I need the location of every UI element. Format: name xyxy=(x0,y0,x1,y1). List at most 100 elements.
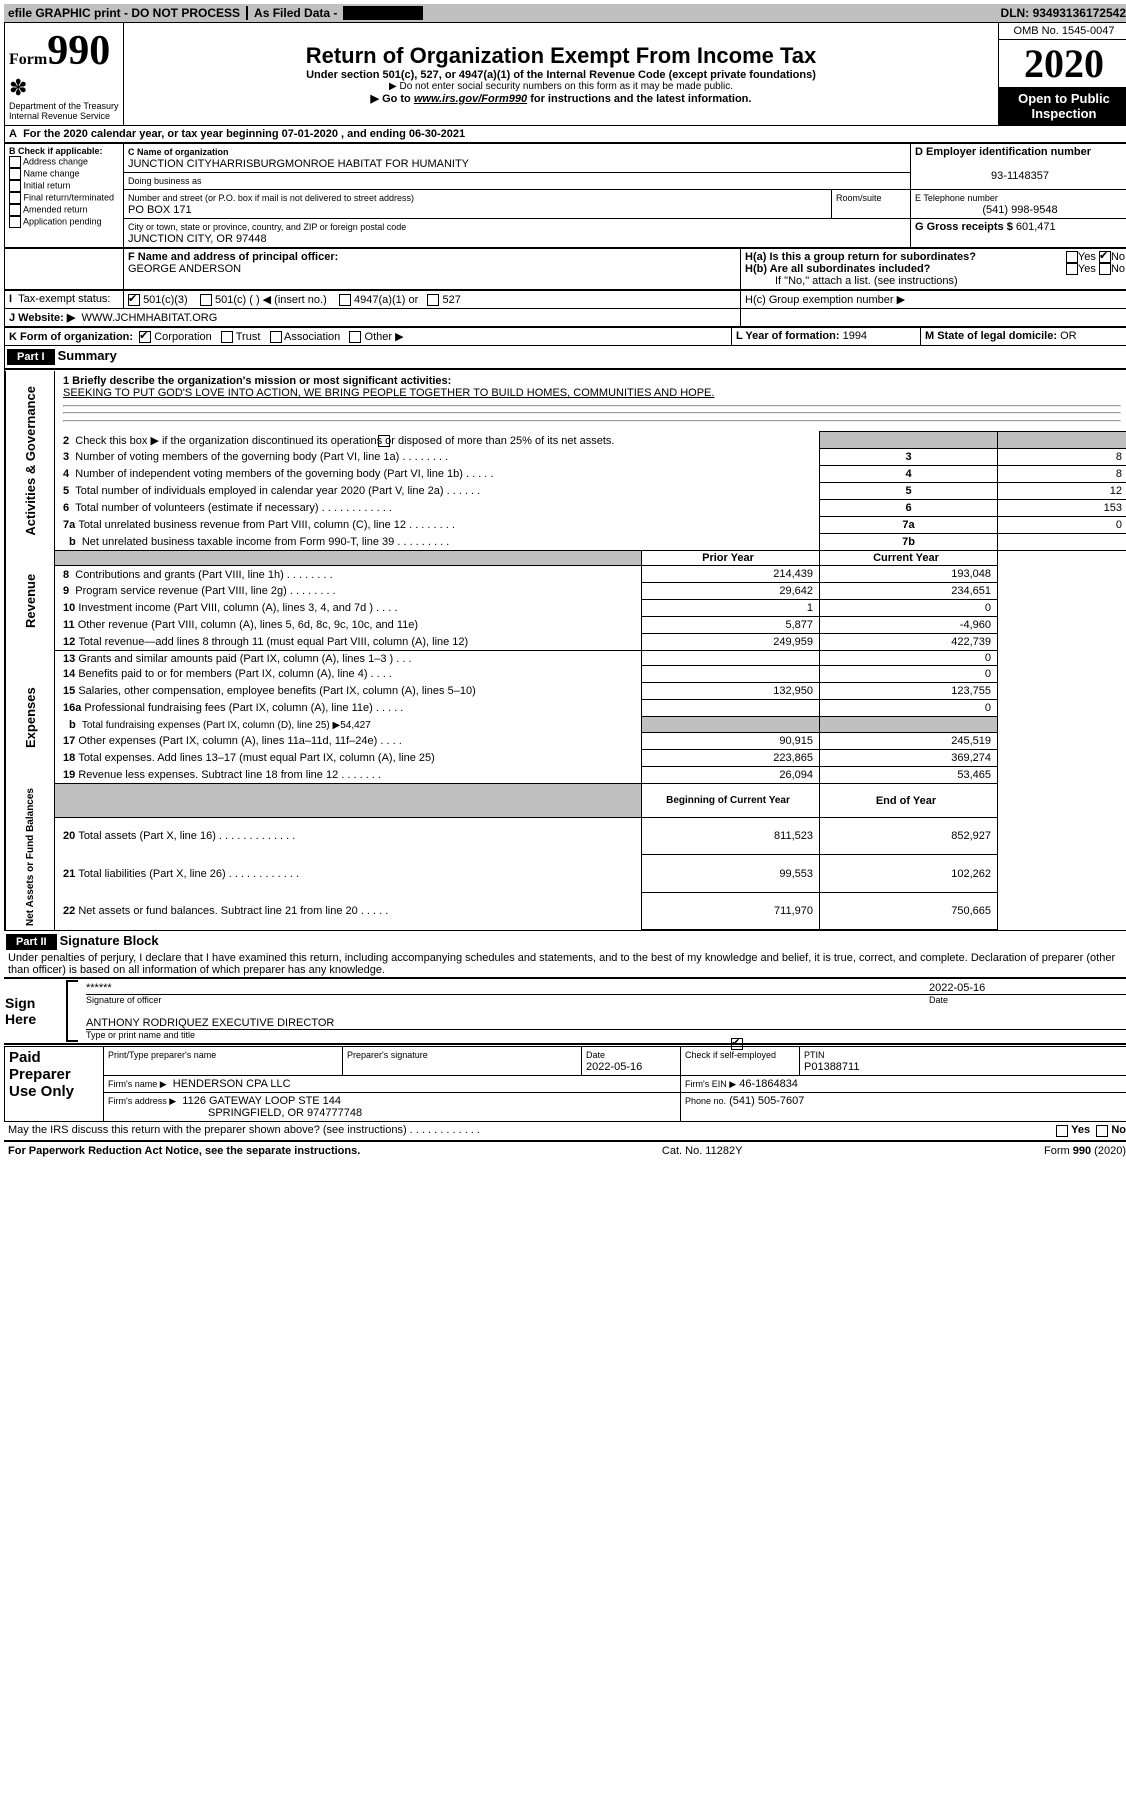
firm-phone: (541) 505-7607 xyxy=(729,1095,804,1107)
sub2: ▶ Do not enter social security numbers o… xyxy=(128,81,994,92)
sub1: Under section 501(c), 527, or 4947(a)(1)… xyxy=(128,69,994,81)
discuss-q: May the IRS discuss this return with the… xyxy=(8,1124,480,1136)
chk-final[interactable] xyxy=(9,192,21,204)
top-bar: efile GRAPHIC print - DO NOT PROCESS As … xyxy=(4,4,1126,22)
open-public: Open to Public Inspection xyxy=(999,87,1126,125)
table-row: 17 Other expenses (Part IX, column (A), … xyxy=(6,733,1126,750)
ij-block: I Tax-exempt status: 501(c)(3) 501(c) ( … xyxy=(4,290,1126,327)
part1: Part I Summary Activities & Governance 1… xyxy=(4,346,1126,931)
chk-trust[interactable] xyxy=(221,331,233,343)
entity-block: B Check if applicable: Address change Na… xyxy=(4,143,1126,248)
klm-block: K Form of organization: Corporation Trus… xyxy=(4,327,1126,346)
sign-date: 2022-05-16 xyxy=(929,982,1126,994)
city: JUNCTION CITY, OR 97448 xyxy=(128,233,267,245)
m-label: M State of legal domicile: xyxy=(925,330,1057,342)
l-val: 1994 xyxy=(843,330,867,342)
paid-block: Paid Preparer Use Only Print/Type prepar… xyxy=(4,1046,1126,1122)
hb-note: If "No," attach a list. (see instruction… xyxy=(745,275,1125,287)
asfiled-label: As Filed Data - xyxy=(246,6,337,20)
header-table: Form990 ✽ Department of the Treasury Int… xyxy=(4,22,1126,126)
part2-tag: Part II xyxy=(6,934,57,950)
ha-yes[interactable] xyxy=(1066,251,1078,263)
chk-name[interactable] xyxy=(9,168,21,180)
chk-discuss-no[interactable] xyxy=(1096,1125,1108,1137)
eoy-header: End of Year xyxy=(820,784,998,817)
paperwork: For Paperwork Reduction Act Notice, see … xyxy=(8,1145,360,1157)
hb-no[interactable] xyxy=(1099,263,1111,275)
street-label: Number and street (or P.O. box if mail i… xyxy=(128,193,414,203)
k-label: K Form of organization: xyxy=(9,331,133,343)
part1-tag: Part I xyxy=(7,349,55,365)
chk-amended[interactable] xyxy=(9,204,21,216)
mission: SEEKING TO PUT GOD'S LOVE INTO ACTION, W… xyxy=(63,387,714,399)
sig-stars: ****** xyxy=(86,982,112,994)
firm-addr2: SPRINGFIELD, OR 974777748 xyxy=(108,1107,362,1119)
irs-link[interactable]: www.irs.gov/Form990 xyxy=(414,93,527,105)
prior-header: Prior Year xyxy=(642,551,820,566)
table-row: 19 Revenue less expenses. Subtract line … xyxy=(6,767,1126,784)
ha-no[interactable] xyxy=(1099,251,1111,263)
ein: 93-1148357 xyxy=(915,170,1125,182)
net-label: Net Assets or Fund Balances xyxy=(6,784,55,930)
table-row: 15 Salaries, other compensation, employe… xyxy=(6,683,1126,700)
table-row: 11 Other revenue (Part VIII, column (A),… xyxy=(6,617,1126,634)
officer-name: ANTHONY RODRIQUEZ EXECUTIVE DIRECTOR xyxy=(86,1017,1126,1030)
chk-pending[interactable] xyxy=(9,216,21,228)
sign-block: Sign Here ****** 2022-05-16 Signature of… xyxy=(4,980,1126,1042)
j-label: J Website: ▶ xyxy=(9,312,75,324)
form-990: 990 xyxy=(47,28,110,74)
chk-501c[interactable] xyxy=(200,294,212,306)
line-a: A For the 2020 calendar year, or tax yea… xyxy=(4,126,1126,143)
hb-yes[interactable] xyxy=(1066,263,1078,275)
form-label: Form xyxy=(9,51,47,68)
fh-block: F Name and address of principal officer:… xyxy=(4,248,1126,290)
chk-4947[interactable] xyxy=(339,294,351,306)
table-row: 12 Total revenue—add lines 8 through 11 … xyxy=(6,634,1126,651)
sub3-pre: ▶ Go to xyxy=(371,93,414,105)
table-row: 9 Program service revenue (Part VIII, li… xyxy=(6,583,1126,600)
sub3-post: for instructions and the latest informat… xyxy=(527,93,751,105)
gov-label: Activities & Governance xyxy=(6,371,55,551)
gross-receipts: 601,471 xyxy=(1016,221,1056,233)
footer: For Paperwork Reduction Act Notice, see … xyxy=(4,1143,1126,1159)
l-label: L Year of formation: xyxy=(736,330,840,342)
rev-label: Revenue xyxy=(6,551,55,651)
room-label: Room/suite xyxy=(836,193,882,203)
chk-address[interactable] xyxy=(9,156,21,168)
table-row: 8 Contributions and grants (Part VIII, l… xyxy=(6,566,1126,583)
b-label: B Check if applicable: xyxy=(9,146,103,156)
table-row: 14 Benefits paid to or for members (Part… xyxy=(6,666,1126,683)
perjury: Under penalties of perjury, I declare th… xyxy=(4,952,1126,976)
firm-name: HENDERSON CPA LLC xyxy=(173,1078,291,1090)
sign-here: Sign Here xyxy=(4,981,67,1041)
chk-501c3[interactable] xyxy=(128,294,140,306)
city-label: City or town, state or province, country… xyxy=(128,222,406,232)
chk-527[interactable] xyxy=(427,294,439,306)
table-row: b Total fundraising expenses (Part IX, c… xyxy=(6,717,1126,733)
part2-title: Signature Block xyxy=(60,933,159,948)
d-label: D Employer identification number xyxy=(915,146,1091,158)
table-row: 16a Professional fundraising fees (Part … xyxy=(6,700,1126,717)
website: WWW.JCHMHABITAT.ORG xyxy=(81,312,217,324)
table-row: 22 Net assets or fund balances. Subtract… xyxy=(6,892,1126,930)
f-label: F Name and address of principal officer: xyxy=(128,251,338,263)
page-title: Return of Organization Exempt From Incom… xyxy=(128,43,994,69)
name-label: Type or print name and title xyxy=(86,1030,1126,1040)
chk-assoc[interactable] xyxy=(270,331,282,343)
chk-discuss-yes[interactable] xyxy=(1056,1125,1068,1137)
chk-discontinued[interactable] xyxy=(378,435,390,447)
paid-label: Paid Preparer Use Only xyxy=(5,1047,104,1122)
phone: (541) 998-9548 xyxy=(915,204,1125,216)
e-label: E Telephone number xyxy=(915,193,998,203)
table-row: 18 Total expenses. Add lines 13–17 (must… xyxy=(6,750,1126,767)
chk-corp[interactable] xyxy=(139,331,151,343)
firm-ein: 46-1864834 xyxy=(739,1078,798,1090)
chk-self-emp[interactable] xyxy=(731,1038,743,1050)
c-label: C Name of organization xyxy=(128,147,229,157)
chk-initial[interactable] xyxy=(9,180,21,192)
omb: OMB No. 1545-0047 xyxy=(999,23,1126,40)
table-row: 10 Investment income (Part VIII, column … xyxy=(6,600,1126,617)
current-header: Current Year xyxy=(820,551,998,566)
chk-other[interactable] xyxy=(349,331,361,343)
street: PO BOX 171 xyxy=(128,204,192,216)
